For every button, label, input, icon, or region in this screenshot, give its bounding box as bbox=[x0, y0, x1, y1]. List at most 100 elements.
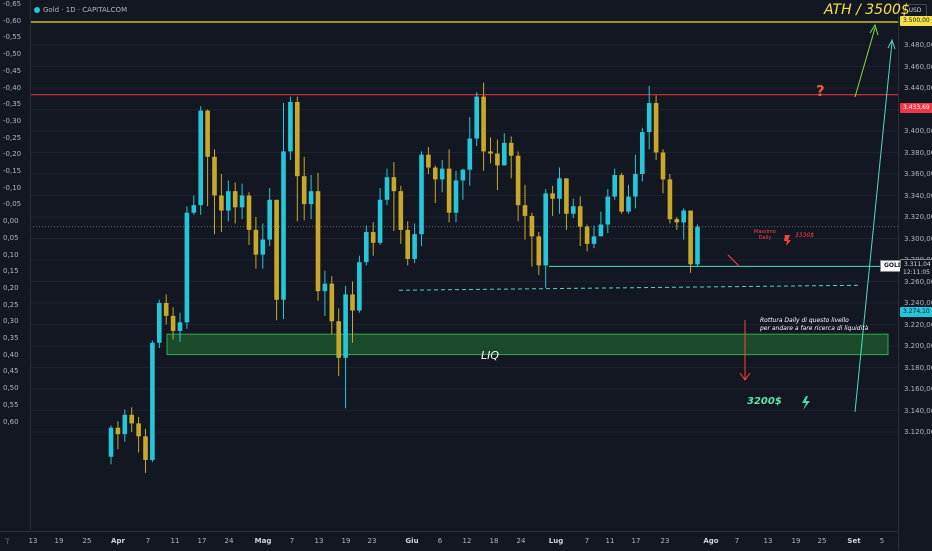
left-axis-label: 0,45 bbox=[3, 367, 19, 376]
time-axis-label: 24 bbox=[516, 537, 526, 545]
time-axis-label: Giu bbox=[405, 537, 419, 545]
time-axis-label: 7 bbox=[584, 537, 590, 545]
candle-body bbox=[253, 229, 259, 255]
status-dot-icon bbox=[34, 7, 40, 13]
candle-body bbox=[329, 283, 335, 322]
breakdown-note: Rottura Daily di questo livello per andar… bbox=[760, 317, 868, 333]
candle-body bbox=[571, 206, 576, 214]
time-axis-label: 25 bbox=[817, 537, 827, 545]
right-axis-label: 3.400,00 bbox=[904, 127, 932, 135]
candle-body bbox=[267, 199, 272, 240]
candle-body bbox=[515, 155, 521, 206]
candle-body bbox=[157, 303, 162, 343]
liq-annotation: LIQ bbox=[481, 349, 500, 362]
demand-zone-3200 bbox=[166, 333, 889, 356]
candle-body bbox=[357, 262, 362, 311]
time-axis-label: 12 bbox=[462, 537, 472, 545]
candle-body bbox=[488, 151, 493, 154]
candlestick-series bbox=[108, 82, 700, 473]
time-axis-label: 23 bbox=[367, 537, 377, 545]
candle-body bbox=[108, 427, 114, 457]
left-axis-label: -0,25 bbox=[3, 133, 22, 142]
candle-body bbox=[350, 294, 355, 311]
candle-body bbox=[398, 191, 404, 230]
left-axis-label: -0,30 bbox=[3, 116, 22, 125]
red-arrow-icon bbox=[727, 254, 740, 267]
left-percent-axis[interactable] bbox=[0, 0, 31, 530]
candle-body bbox=[205, 110, 210, 157]
tradingview-logo-icon[interactable]: ⁊ bbox=[5, 536, 9, 545]
left-axis-label: 0,25 bbox=[3, 300, 19, 309]
candle-body bbox=[274, 199, 279, 300]
time-axis-label: 11 bbox=[605, 537, 615, 545]
left-axis-label: 0,35 bbox=[3, 334, 19, 342]
right-axis-label: 3.360,00 bbox=[904, 170, 932, 178]
left-axis-label: 0,30 bbox=[3, 317, 19, 326]
right-axis-label: 3.220,00 bbox=[904, 320, 932, 329]
lightning-icon bbox=[802, 396, 810, 410]
candle-body bbox=[246, 195, 252, 230]
candle-body bbox=[446, 168, 452, 213]
up-arrow-teal-icon bbox=[854, 38, 896, 413]
candle-body bbox=[695, 226, 700, 265]
candle-body bbox=[412, 234, 417, 259]
left-axis-label: 0,20 bbox=[3, 283, 19, 292]
candle-body bbox=[564, 178, 569, 214]
left-axis-label: 0,55 bbox=[3, 400, 19, 409]
right-axis-label: 3.140,00 bbox=[904, 406, 932, 415]
candle-body bbox=[660, 152, 666, 180]
candle-body bbox=[653, 103, 659, 153]
symbol-title[interactable]: Gold · 1D · CAPITALCOM bbox=[34, 6, 127, 14]
time-axis-label: 17 bbox=[197, 537, 207, 545]
candle-body bbox=[288, 101, 293, 152]
down-arrow-icon bbox=[739, 320, 751, 381]
candle-body bbox=[226, 191, 231, 211]
candle-body bbox=[460, 169, 466, 181]
candle-body bbox=[122, 414, 128, 435]
left-axis-label: 0,50 bbox=[3, 384, 19, 393]
right-axis-label: 3.480,00 bbox=[904, 41, 932, 49]
left-axis-label: 0,60 bbox=[3, 417, 19, 426]
left-axis-label: -0,20 bbox=[3, 150, 22, 159]
candle-body bbox=[681, 210, 686, 223]
left-axis-label: -0,15 bbox=[3, 167, 22, 175]
candle-body bbox=[143, 436, 148, 460]
candle-body bbox=[239, 195, 245, 208]
right-axis-label: 3.340,00 bbox=[904, 191, 932, 200]
candle-body bbox=[391, 177, 397, 192]
right-axis-label: 3.160,00 bbox=[904, 385, 932, 393]
time-axis-label: 25 bbox=[82, 537, 92, 545]
time-axis-label: Lug bbox=[548, 537, 564, 545]
candle-body bbox=[260, 239, 266, 255]
candle-body bbox=[633, 174, 638, 197]
candle-body bbox=[502, 142, 507, 166]
time-axis-label: 19 bbox=[341, 537, 351, 545]
right-axis-label: 3.320,00 bbox=[904, 213, 932, 221]
candle-body bbox=[191, 205, 197, 213]
candle-body bbox=[426, 154, 431, 168]
candle-body bbox=[384, 177, 390, 200]
candle-body bbox=[295, 101, 300, 177]
candle-body bbox=[557, 178, 562, 199]
left-axis-label: 0,00 bbox=[3, 217, 19, 226]
time-axis-label: Mag bbox=[254, 537, 272, 545]
candle-body bbox=[688, 210, 693, 265]
candle-body bbox=[129, 414, 134, 424]
left-axis-label: -0,45 bbox=[3, 66, 22, 75]
candle-body bbox=[377, 199, 383, 243]
right-axis-label: 3.300,00 bbox=[904, 234, 932, 243]
candle-body bbox=[584, 226, 590, 244]
candle-body bbox=[619, 175, 624, 212]
candle-body bbox=[591, 236, 597, 244]
time-axis[interactable] bbox=[0, 531, 898, 551]
candle-body bbox=[439, 168, 445, 180]
time-axis-label: 13 bbox=[28, 537, 38, 545]
candle-body bbox=[170, 315, 176, 331]
candle-body bbox=[184, 212, 190, 323]
candle-body bbox=[315, 191, 321, 292]
resistance-price-tag: 3.433,69 bbox=[900, 103, 932, 113]
candle-body bbox=[522, 205, 528, 216]
candle-body bbox=[419, 154, 424, 235]
left-axis-label: 0,10 bbox=[3, 250, 19, 259]
